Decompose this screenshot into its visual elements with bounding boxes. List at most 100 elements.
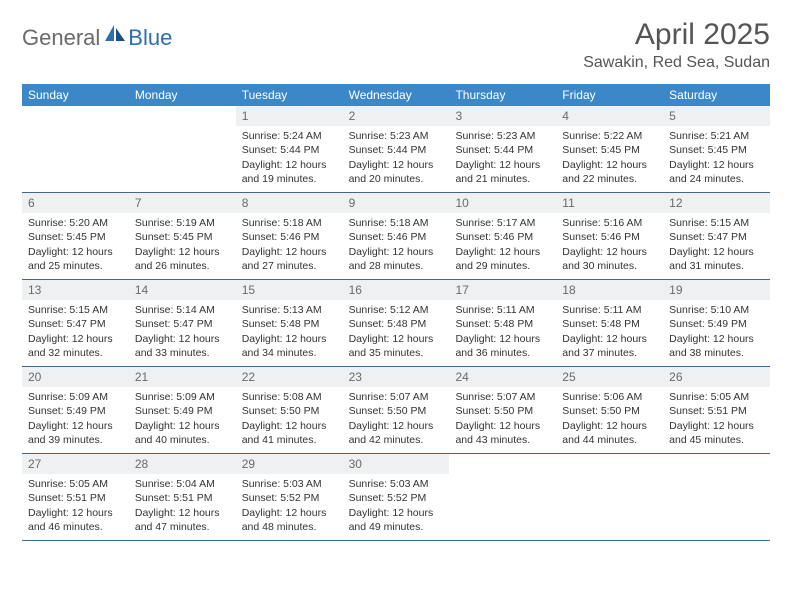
month-title: April 2025 <box>583 18 770 52</box>
weekday-header: Monday <box>129 84 236 106</box>
day-line-day1: Daylight: 12 hours <box>349 506 444 520</box>
day-body: Sunrise: 5:05 AMSunset: 5:51 PMDaylight:… <box>663 387 770 453</box>
day-line-day2: and 48 minutes. <box>242 520 337 534</box>
day-line-day2: and 25 minutes. <box>28 259 123 273</box>
day-number: 5 <box>663 106 770 126</box>
day-cell: 16Sunrise: 5:12 AMSunset: 5:48 PMDayligh… <box>343 280 450 366</box>
day-body: Sunrise: 5:14 AMSunset: 5:47 PMDaylight:… <box>129 300 236 366</box>
day-number: 22 <box>236 367 343 387</box>
day-line-sunset: Sunset: 5:45 PM <box>562 143 657 157</box>
day-body: Sunrise: 5:16 AMSunset: 5:46 PMDaylight:… <box>556 213 663 279</box>
day-line-sunset: Sunset: 5:49 PM <box>135 404 230 418</box>
day-line-day2: and 45 minutes. <box>669 433 764 447</box>
logo-text-blue: Blue <box>128 25 172 51</box>
day-number: 9 <box>343 193 450 213</box>
day-line-day2: and 38 minutes. <box>669 346 764 360</box>
day-line-sunrise: Sunrise: 5:17 AM <box>455 216 550 230</box>
logo: General Blue <box>22 24 172 51</box>
day-line-day1: Daylight: 12 hours <box>28 332 123 346</box>
day-cell: 26Sunrise: 5:05 AMSunset: 5:51 PMDayligh… <box>663 367 770 453</box>
day-cell: 25Sunrise: 5:06 AMSunset: 5:50 PMDayligh… <box>556 367 663 453</box>
day-body: Sunrise: 5:04 AMSunset: 5:51 PMDaylight:… <box>129 474 236 540</box>
day-line-day1: Daylight: 12 hours <box>455 245 550 259</box>
day-line-day1: Daylight: 12 hours <box>562 245 657 259</box>
day-line-sunrise: Sunrise: 5:23 AM <box>455 129 550 143</box>
day-cell: 17Sunrise: 5:11 AMSunset: 5:48 PMDayligh… <box>449 280 556 366</box>
day-line-sunrise: Sunrise: 5:07 AM <box>349 390 444 404</box>
day-line-sunrise: Sunrise: 5:12 AM <box>349 303 444 317</box>
day-line-day2: and 29 minutes. <box>455 259 550 273</box>
day-body: Sunrise: 5:18 AMSunset: 5:46 PMDaylight:… <box>343 213 450 279</box>
day-cell: 1Sunrise: 5:24 AMSunset: 5:44 PMDaylight… <box>236 106 343 192</box>
day-line-sunset: Sunset: 5:44 PM <box>242 143 337 157</box>
day-line-sunset: Sunset: 5:45 PM <box>28 230 123 244</box>
day-body: Sunrise: 5:07 AMSunset: 5:50 PMDaylight:… <box>449 387 556 453</box>
day-body: Sunrise: 5:24 AMSunset: 5:44 PMDaylight:… <box>236 126 343 192</box>
day-line-sunrise: Sunrise: 5:03 AM <box>349 477 444 491</box>
day-number: 19 <box>663 280 770 300</box>
day-line-day2: and 47 minutes. <box>135 520 230 534</box>
day-line-sunrise: Sunrise: 5:24 AM <box>242 129 337 143</box>
day-cell: 10Sunrise: 5:17 AMSunset: 5:46 PMDayligh… <box>449 193 556 279</box>
day-cell: 2Sunrise: 5:23 AMSunset: 5:44 PMDaylight… <box>343 106 450 192</box>
day-line-sunset: Sunset: 5:45 PM <box>135 230 230 244</box>
day-line-day1: Daylight: 12 hours <box>135 419 230 433</box>
day-line-sunrise: Sunrise: 5:16 AM <box>562 216 657 230</box>
day-number: 23 <box>343 367 450 387</box>
header: General Blue April 2025 Sawakin, Red Sea… <box>22 18 770 72</box>
day-cell <box>449 454 556 540</box>
day-line-day1: Daylight: 12 hours <box>242 419 337 433</box>
day-line-day2: and 34 minutes. <box>242 346 337 360</box>
week-row: 27Sunrise: 5:05 AMSunset: 5:51 PMDayligh… <box>22 454 770 541</box>
day-body: Sunrise: 5:03 AMSunset: 5:52 PMDaylight:… <box>236 474 343 540</box>
day-line-sunrise: Sunrise: 5:15 AM <box>669 216 764 230</box>
calendar: Sunday Monday Tuesday Wednesday Thursday… <box>22 84 770 541</box>
day-line-sunset: Sunset: 5:50 PM <box>562 404 657 418</box>
day-line-sunrise: Sunrise: 5:18 AM <box>242 216 337 230</box>
day-line-sunrise: Sunrise: 5:15 AM <box>28 303 123 317</box>
day-line-day1: Daylight: 12 hours <box>349 158 444 172</box>
day-cell: 9Sunrise: 5:18 AMSunset: 5:46 PMDaylight… <box>343 193 450 279</box>
day-body: Sunrise: 5:20 AMSunset: 5:45 PMDaylight:… <box>22 213 129 279</box>
day-line-sunrise: Sunrise: 5:23 AM <box>349 129 444 143</box>
day-line-sunrise: Sunrise: 5:08 AM <box>242 390 337 404</box>
day-line-day1: Daylight: 12 hours <box>242 506 337 520</box>
day-cell: 22 Sunrise: 5:08 AMSunset: 5:50 PMDayligh… <box>236 367 343 453</box>
day-cell: 15Sunrise: 5:13 AMSunset: 5:48 PMDayligh… <box>236 280 343 366</box>
day-line-day2: and 36 minutes. <box>455 346 550 360</box>
day-line-sunset: Sunset: 5:48 PM <box>242 317 337 331</box>
weekday-header: Saturday <box>663 84 770 106</box>
day-line-sunset: Sunset: 5:47 PM <box>28 317 123 331</box>
day-line-day2: and 46 minutes. <box>28 520 123 534</box>
day-cell: 14Sunrise: 5:14 AMSunset: 5:47 PMDayligh… <box>129 280 236 366</box>
day-line-sunset: Sunset: 5:51 PM <box>669 404 764 418</box>
day-number: 1 <box>236 106 343 126</box>
day-line-sunset: Sunset: 5:44 PM <box>455 143 550 157</box>
day-line-sunrise: Sunrise: 5:05 AM <box>28 477 123 491</box>
week-row: 13Sunrise: 5:15 AMSunset: 5:47 PMDayligh… <box>22 280 770 367</box>
day-body: Sunrise: 5:23 AMSunset: 5:44 PMDaylight:… <box>449 126 556 192</box>
day-cell: 12Sunrise: 5:15 AMSunset: 5:47 PMDayligh… <box>663 193 770 279</box>
day-line-sunrise: Sunrise: 5:11 AM <box>455 303 550 317</box>
day-body: Sunrise: 5:10 AMSunset: 5:49 PMDaylight:… <box>663 300 770 366</box>
day-line-sunset: Sunset: 5:51 PM <box>28 491 123 505</box>
day-line-sunset: Sunset: 5:52 PM <box>349 491 444 505</box>
day-number: 24 <box>449 367 556 387</box>
day-line-sunset: Sunset: 5:46 PM <box>562 230 657 244</box>
day-number: 17 <box>449 280 556 300</box>
day-line-sunrise: Sunrise: 5:09 AM <box>28 390 123 404</box>
day-line-sunset: Sunset: 5:52 PM <box>242 491 337 505</box>
day-body: Sunrise: 5:19 AMSunset: 5:45 PMDaylight:… <box>129 213 236 279</box>
day-body: Sunrise: 5:03 AMSunset: 5:52 PMDaylight:… <box>343 474 450 540</box>
day-line-day2: and 39 minutes. <box>28 433 123 447</box>
day-line-sunset: Sunset: 5:50 PM <box>242 404 337 418</box>
day-line-day1: Daylight: 12 hours <box>669 158 764 172</box>
day-body: Sunrise: 5:17 AMSunset: 5:46 PMDaylight:… <box>449 213 556 279</box>
day-line-sunset: Sunset: 5:47 PM <box>135 317 230 331</box>
weekday-header: Tuesday <box>236 84 343 106</box>
day-line-day1: Daylight: 12 hours <box>562 419 657 433</box>
day-line-sunrise: Sunrise: 5:21 AM <box>669 129 764 143</box>
day-body: Sunrise: 5:11 AMSunset: 5:48 PMDaylight:… <box>449 300 556 366</box>
weeks-container: 1Sunrise: 5:24 AMSunset: 5:44 PMDaylight… <box>22 106 770 541</box>
day-line-sunrise: Sunrise: 5:13 AM <box>242 303 337 317</box>
